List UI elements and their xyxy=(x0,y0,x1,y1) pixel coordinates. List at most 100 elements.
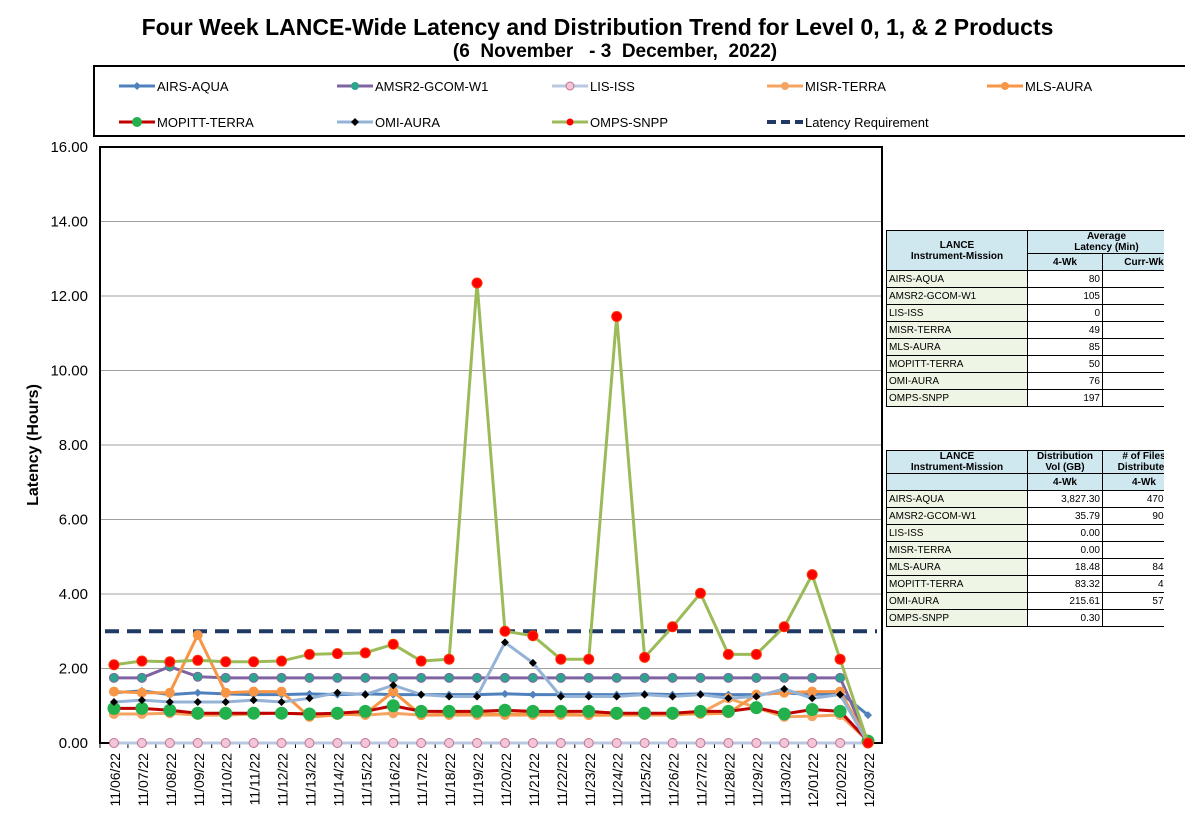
data-point xyxy=(639,672,650,683)
data-point xyxy=(358,704,372,718)
y-tick-label: 10.00 xyxy=(50,363,88,380)
data-point xyxy=(444,738,455,748)
data-point xyxy=(108,686,119,697)
data-point xyxy=(638,706,652,720)
data-point xyxy=(777,707,791,721)
data-point xyxy=(612,692,621,701)
data-point xyxy=(332,738,343,748)
series-line xyxy=(113,704,870,743)
table-cell: MOPITT-TERRA xyxy=(886,575,1028,593)
data-point xyxy=(330,706,344,720)
latency-table: LANCE Instrument-Mission Average Latency… xyxy=(886,230,1185,407)
series-line xyxy=(113,689,869,717)
data-point xyxy=(415,655,427,667)
dist-table-header-line: Instrument-Mission xyxy=(910,462,1004,473)
data-point xyxy=(639,651,651,663)
data-point xyxy=(834,653,846,665)
table-cell: 0.00 xyxy=(1027,524,1103,542)
data-point xyxy=(220,656,232,668)
x-tick-label: 11/18/22 xyxy=(442,753,458,807)
table-cell: 85 xyxy=(1027,338,1103,356)
data-point xyxy=(386,699,400,713)
table-cell: 215.61 xyxy=(1027,592,1103,610)
x-tick-label: 11/15/22 xyxy=(358,753,374,807)
legend-swatch xyxy=(552,118,588,126)
data-point xyxy=(136,687,147,698)
series-line xyxy=(113,665,870,742)
x-tick-label: 11/19/22 xyxy=(470,753,486,807)
data-point xyxy=(164,656,176,668)
data-point xyxy=(304,738,315,748)
legend-swatch xyxy=(337,118,373,126)
data-point xyxy=(276,738,287,748)
table-row: MOPITT-TERRA505 xyxy=(886,355,1185,373)
data-point xyxy=(666,706,680,720)
table-cell: 105 xyxy=(1027,287,1103,305)
table-cell: 80 xyxy=(1027,270,1103,288)
chart-title: Four Week LANCE-Wide Latency and Distrib… xyxy=(141,14,1054,40)
data-point xyxy=(722,648,734,660)
data-point xyxy=(220,687,231,698)
data-point xyxy=(275,706,289,720)
dist-table-vol-header: Distribution Vol (GB) xyxy=(1027,450,1103,474)
data-point xyxy=(331,648,343,660)
table-row: LIS-ISS00.0 xyxy=(886,304,1185,322)
distribution-table: LANCE Instrument-Mission Distribution Vo… xyxy=(886,450,1185,627)
data-point xyxy=(836,690,845,699)
data-point xyxy=(555,672,566,683)
data-point xyxy=(247,706,261,720)
data-point xyxy=(442,704,456,718)
data-point xyxy=(779,738,790,748)
data-point xyxy=(527,738,538,748)
data-point xyxy=(499,738,510,748)
legend-item: Latency Requirement xyxy=(765,113,929,131)
x-tick-label: 11/08/22 xyxy=(163,753,179,807)
dist-table-header-line: # of Files xyxy=(1122,451,1166,462)
table-cell: 83.32 xyxy=(1027,575,1103,593)
table-cell: MLS-AURA xyxy=(886,558,1028,576)
data-point xyxy=(305,689,314,698)
data-point xyxy=(721,704,735,718)
data-point xyxy=(473,692,482,701)
dist-table-header-line: Vol (GB) xyxy=(1045,462,1085,473)
legend-swatch xyxy=(119,117,155,127)
table-cell: MISR-TERRA xyxy=(886,541,1028,559)
legend-label: AIRS-AQUA xyxy=(157,78,229,94)
data-point xyxy=(583,653,595,665)
data-point xyxy=(417,690,426,699)
data-point xyxy=(835,738,846,748)
legend-item: AMSR2-GCOM-W1 xyxy=(335,77,488,95)
right-edge-mask xyxy=(1164,225,1185,655)
data-point xyxy=(303,648,315,660)
table-cell: 197 xyxy=(1027,389,1103,407)
table-cell: 0.30 xyxy=(1027,609,1103,627)
data-point xyxy=(749,701,763,715)
data-point xyxy=(667,621,679,633)
data-point xyxy=(445,692,454,701)
data-point xyxy=(695,738,706,748)
legend-swatch xyxy=(767,82,803,90)
data-point xyxy=(219,706,233,720)
y-tick-label: 2.00 xyxy=(59,661,88,678)
table-cell: 50 xyxy=(1027,355,1103,373)
data-point xyxy=(332,672,343,683)
data-point xyxy=(584,692,593,701)
latency-table-header-line: Average xyxy=(1086,231,1127,242)
legend-label: OMI-AURA xyxy=(375,114,440,130)
data-point xyxy=(443,653,455,665)
legend-item: MOPITT-TERRA xyxy=(117,113,254,131)
data-point xyxy=(835,672,846,683)
data-point xyxy=(582,704,596,718)
x-tick-label: 11/23/22 xyxy=(582,753,598,807)
data-point xyxy=(248,686,259,697)
data-point xyxy=(277,698,286,707)
data-point xyxy=(556,692,565,701)
data-point xyxy=(248,672,259,683)
table-cell: 0 xyxy=(1027,304,1103,322)
data-point xyxy=(527,672,538,683)
data-point xyxy=(389,681,398,690)
legend-label: Latency Requirement xyxy=(805,114,929,130)
